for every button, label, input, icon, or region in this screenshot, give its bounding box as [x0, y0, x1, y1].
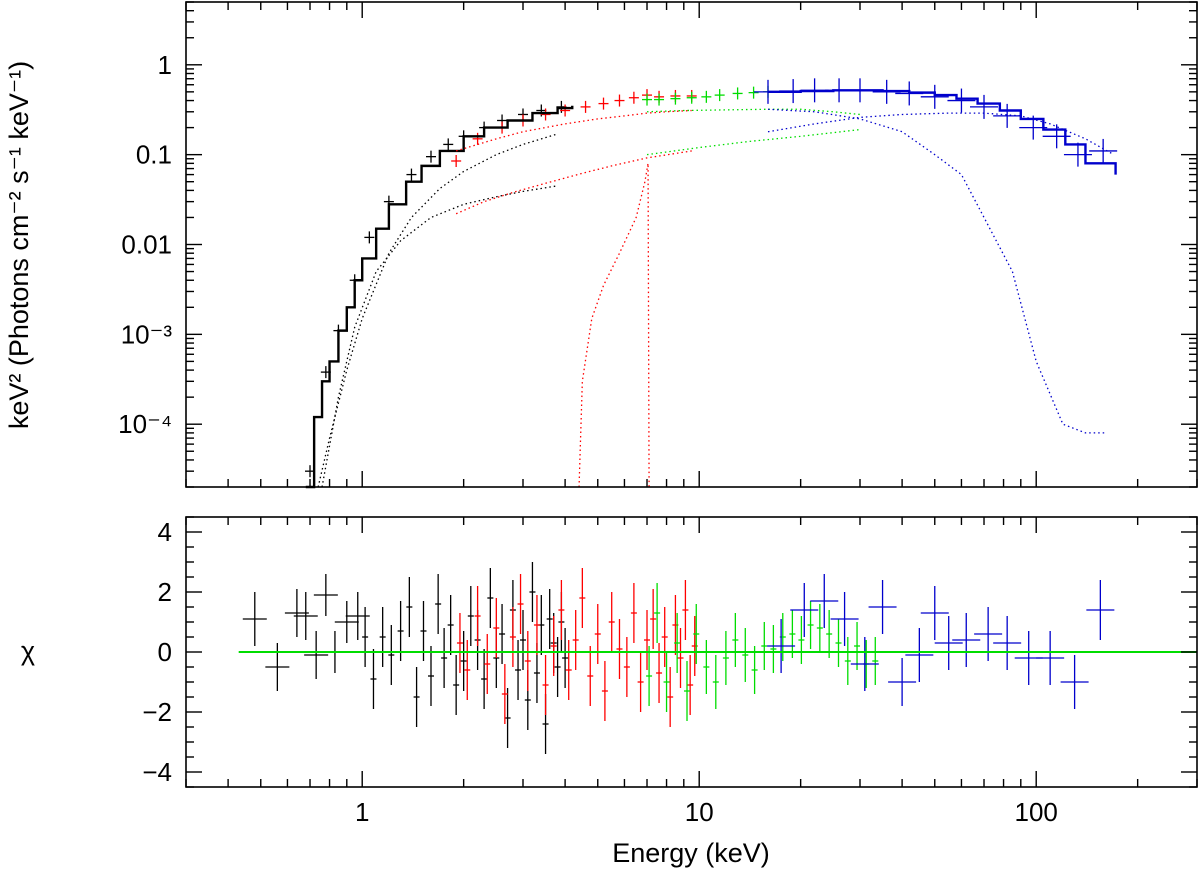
top-panel-series: [305, 78, 1118, 489]
bottom-panel-y-tick-labels: 4 2 0 −2 −4: [142, 517, 172, 787]
component-dotted-blue-2: [767, 112, 1115, 156]
bottom-y-tick-label: −2: [142, 697, 172, 727]
x-axis-title: Energy (keV): [612, 838, 770, 868]
model-total: [305, 105, 574, 489]
top-y-tick-label: 0.1: [136, 140, 172, 170]
component-dotted-green-low: [646, 128, 861, 156]
top-y-tick-label: 10⁻⁴: [118, 409, 172, 439]
top-panel-spectrum: 1 0.1 0.01 10⁻³ 10⁻⁴ keV² (Photons cm⁻² s⁻¹ …: [4, 1, 1198, 489]
x-tick-label: 10: [685, 797, 714, 827]
component-dotted-red-cont: [455, 109, 692, 152]
top-y-tick-label: 10⁻³: [121, 319, 173, 349]
bottom-panel-ticks: [185, 516, 1198, 788]
component-dotted-black-2: [321, 185, 558, 488]
bottom-y-tick-label: 2: [158, 577, 172, 607]
component-dotted-red-low: [455, 150, 692, 215]
bottom-panel-x-tick-labels: 1 10 100: [355, 797, 1058, 827]
x-tick-label: 1: [355, 797, 369, 827]
top-panel-frame: [185, 1, 1198, 488]
model-total-blue: [767, 89, 1117, 175]
bottom-y-tick-label: −4: [142, 757, 172, 787]
bottom-y-tick-label: 0: [158, 637, 172, 667]
top-y-tick-label: 1: [158, 50, 172, 80]
bottom-panel-y-axis-title: χ: [21, 636, 35, 666]
component-dotted-black-1: [317, 133, 558, 488]
bottom-y-tick-label: 4: [158, 517, 172, 547]
top-panel-ticks: [185, 1, 1198, 488]
x-tick-label: 100: [1015, 797, 1058, 827]
bottom-panel-residuals: 4 2 0 −2 −4 1 10 100 χ Energy (keV): [21, 516, 1198, 868]
component-dotted-green-cont: [646, 108, 861, 116]
top-panel-y-axis-title: keV² (Photons cm⁻² s⁻¹ keV⁻¹): [4, 61, 34, 429]
component-dotted-red-line: [578, 163, 650, 488]
top-panel-y-tick-labels: 1 0.1 0.01 10⁻³ 10⁻⁴: [118, 50, 172, 439]
top-y-tick-label: 0.01: [121, 230, 172, 260]
component-dotted-blue-1: [767, 108, 1105, 434]
bottom-panel-series: [238, 562, 1197, 754]
